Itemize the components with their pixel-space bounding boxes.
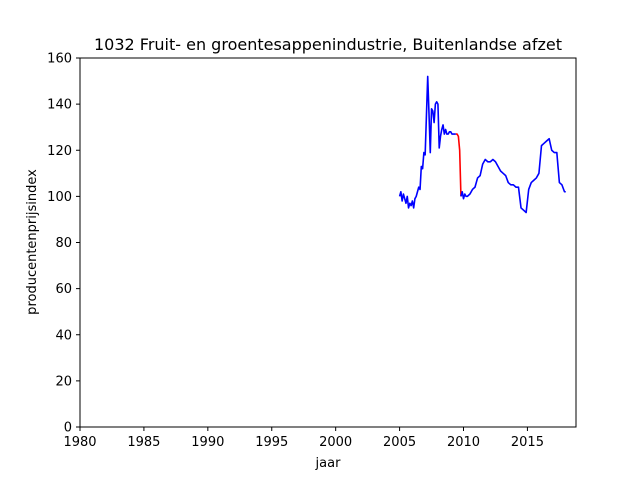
- x-tick-label: 1980: [63, 435, 96, 450]
- x-tick-label: 2010: [447, 435, 480, 450]
- y-tick-label: 120: [47, 144, 72, 159]
- y-tick-label: 0: [64, 421, 72, 436]
- x-tick-label: 2000: [319, 435, 352, 450]
- series-line-3: [460, 137, 566, 214]
- y-tick-label: 80: [55, 236, 72, 251]
- y-axis-label: producentenprijsindex: [25, 169, 40, 315]
- plot-frame: [79, 57, 577, 428]
- x-tick-label: 1995: [255, 435, 288, 450]
- series-line-1: [398, 75, 456, 209]
- plot-lines: [398, 75, 566, 214]
- x-tick-label: 1990: [191, 435, 224, 450]
- y-tick-label: 20: [55, 374, 72, 389]
- x-axis-ticks: 1980 1985 1990 1995 2000 2005 2010 2015: [63, 427, 544, 450]
- y-tick-label: 40: [55, 328, 72, 343]
- x-tick-label: 2015: [511, 435, 544, 450]
- y-tick-label: 140: [47, 98, 72, 113]
- y-tick-label: 100: [47, 190, 72, 205]
- chart-title: 1032 Fruit- en groentesappenindustrie, B…: [94, 35, 562, 54]
- x-tick-label: 1985: [127, 435, 160, 450]
- y-tick-label: 60: [55, 282, 72, 297]
- y-axis-ticks: 0 20 40 60 80 100 120 140 160: [47, 52, 80, 436]
- x-axis-label: jaar: [315, 456, 342, 471]
- series-line-2: [455, 133, 462, 197]
- y-tick-label: 160: [47, 52, 72, 67]
- x-tick-label: 2005: [383, 435, 416, 450]
